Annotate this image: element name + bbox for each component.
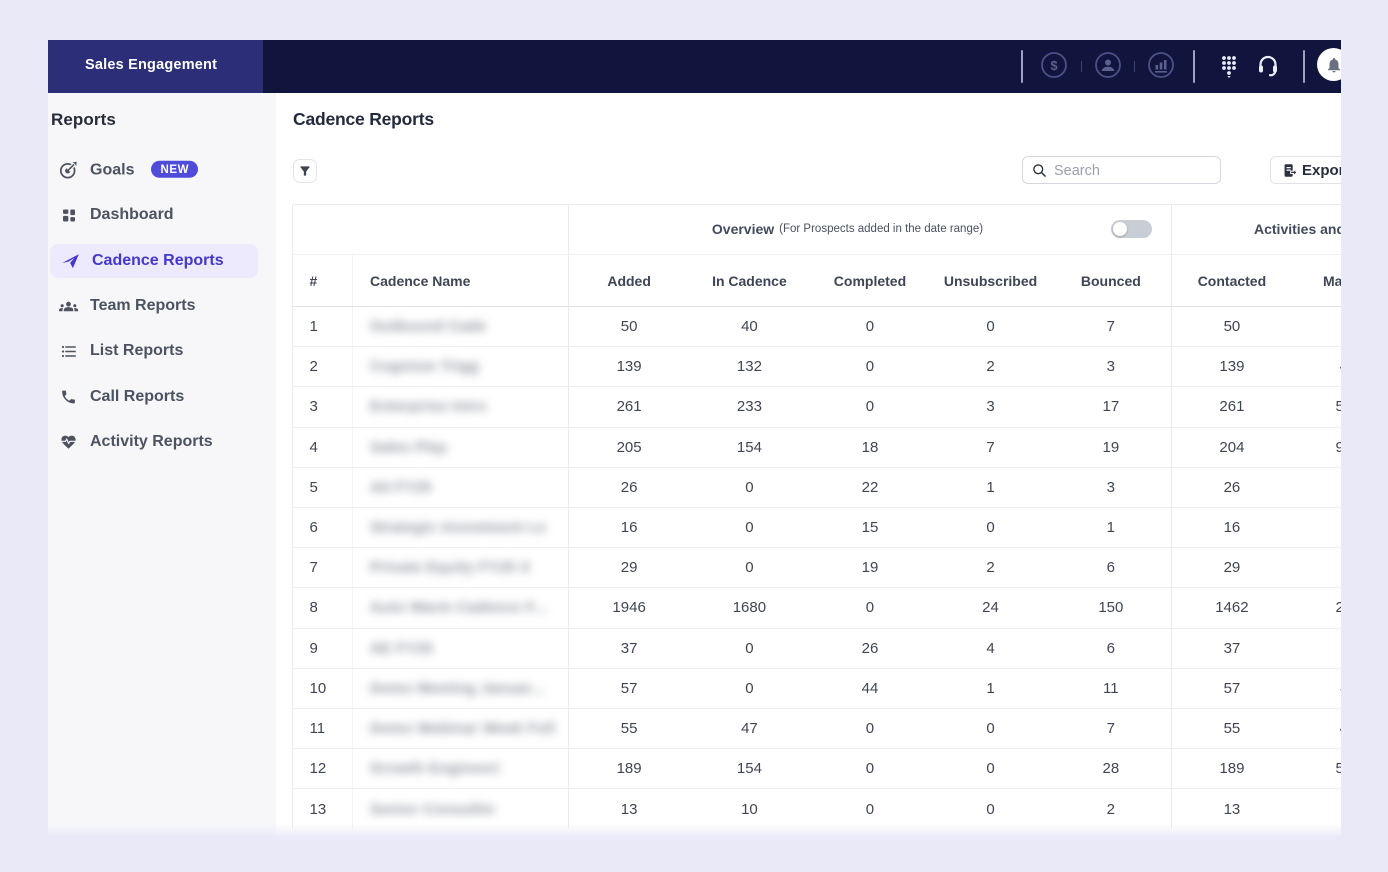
svg-text:$: $: [1050, 58, 1058, 73]
